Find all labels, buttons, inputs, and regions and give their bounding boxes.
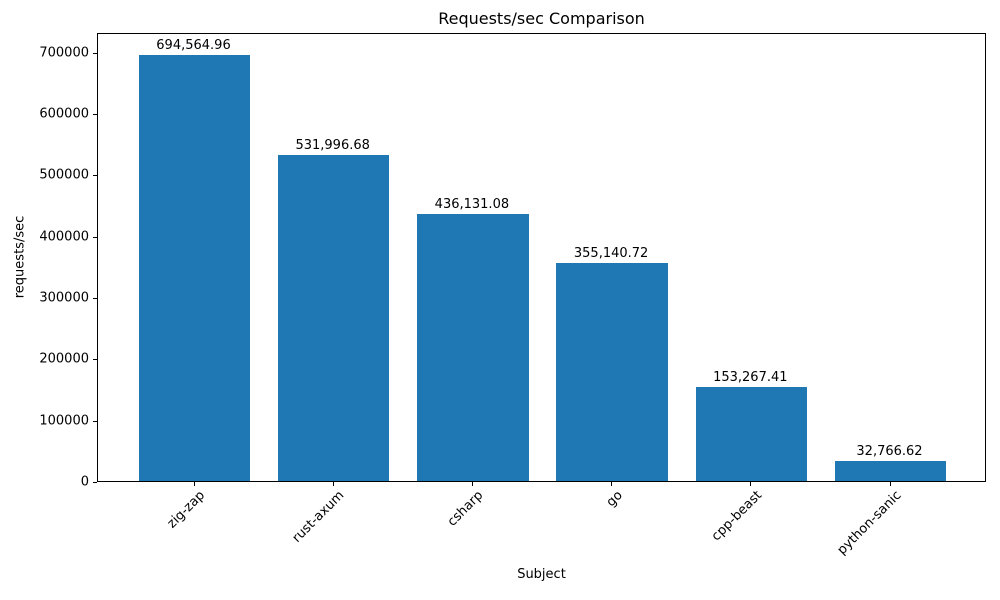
x-tick-mark bbox=[471, 482, 473, 486]
y-tick-label: 700000 bbox=[39, 45, 89, 61]
y-tick-mark bbox=[93, 298, 97, 300]
y-tick-mark bbox=[93, 420, 97, 422]
x-tick-label-rust-axum: rust-axum bbox=[289, 488, 348, 546]
bar-rust-axum bbox=[278, 154, 390, 481]
x-tick-label-cpp-beast: cpp-beast bbox=[708, 488, 765, 545]
bar-value-label-rust-axum: 531,996.68 bbox=[295, 137, 370, 153]
plot-area bbox=[97, 33, 986, 482]
y-tick-label: 200000 bbox=[39, 351, 89, 367]
y-tick-label: 300000 bbox=[39, 290, 89, 306]
bar-value-label-cpp-beast: 153,267.41 bbox=[713, 370, 788, 386]
x-tick-mark bbox=[332, 482, 334, 486]
x-tick-mark bbox=[611, 482, 613, 486]
y-tick-mark bbox=[93, 236, 97, 238]
bar-value-label-zig-zap: 694,564.96 bbox=[156, 38, 231, 54]
x-tick-label-csharp: csharp bbox=[444, 488, 487, 530]
y-tick-mark bbox=[93, 359, 97, 361]
x-tick-label-zig-zap: zig-zap bbox=[164, 488, 209, 532]
bar-go bbox=[556, 263, 668, 481]
x-tick-mark bbox=[889, 482, 891, 486]
y-tick-label: 600000 bbox=[39, 106, 89, 122]
x-axis-label: Subject bbox=[517, 567, 566, 582]
y-tick-label: 400000 bbox=[39, 229, 89, 245]
bar-cpp-beast bbox=[695, 387, 807, 481]
y-tick-label: 0 bbox=[80, 474, 89, 490]
y-tick-mark bbox=[93, 52, 97, 54]
x-tick-label-go: go bbox=[603, 488, 626, 511]
bar-value-label-python-sanic: 32,766.62 bbox=[856, 443, 923, 459]
bar-zig-zap bbox=[138, 55, 251, 481]
x-tick-mark bbox=[750, 482, 752, 486]
y-tick-mark bbox=[93, 482, 97, 483]
y-axis-label: requests/sec bbox=[12, 215, 28, 299]
bar-value-label-go: 355,140.72 bbox=[573, 246, 649, 262]
bar-csharp bbox=[417, 213, 529, 481]
x-tick-mark bbox=[193, 482, 195, 486]
x-tick-label-python-sanic: python-sanic bbox=[834, 488, 905, 558]
y-tick-label: 100000 bbox=[39, 413, 89, 429]
chart-title: Requests/sec Comparison bbox=[438, 9, 645, 28]
y-tick-mark bbox=[93, 114, 97, 116]
y-tick-mark bbox=[93, 175, 97, 177]
bar-python-sanic bbox=[834, 460, 947, 481]
y-tick-label: 500000 bbox=[39, 167, 89, 183]
bar-value-label-csharp: 436,131.08 bbox=[434, 196, 510, 212]
